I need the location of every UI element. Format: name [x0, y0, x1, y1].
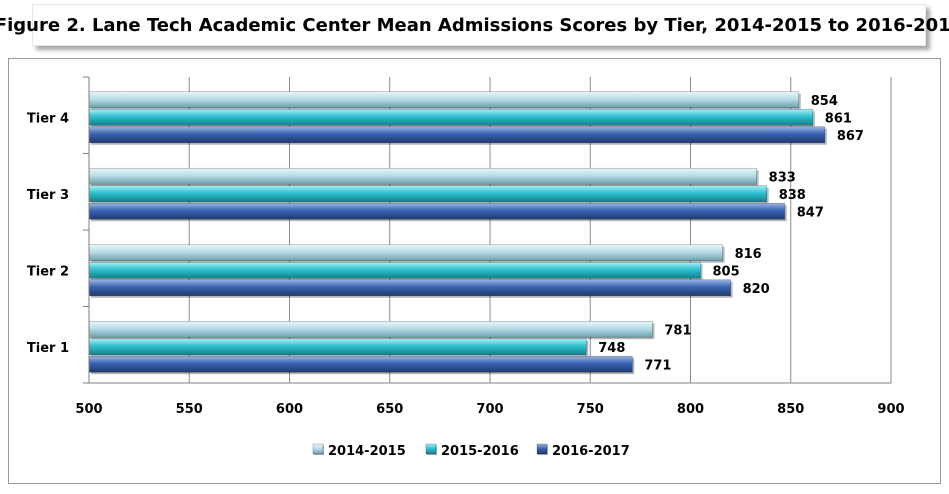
- bar: [88, 338, 587, 356]
- data-label: 861: [825, 111, 852, 126]
- data-label: 805: [713, 264, 740, 279]
- x-tick-label: 600: [276, 402, 303, 417]
- chart-title-box: Figure 2. Lane Tech Academic Center Mean…: [0, 4, 949, 46]
- data-label: 771: [644, 358, 671, 373]
- category-label: Tier 4: [27, 111, 69, 126]
- data-label: 847: [797, 205, 824, 220]
- category-label: Tier 1: [27, 341, 69, 356]
- x-tick-label: 800: [677, 402, 704, 417]
- data-label: 816: [735, 247, 762, 262]
- bar: [88, 244, 723, 262]
- data-label: 833: [769, 170, 796, 185]
- bar: [88, 261, 701, 279]
- bar: [88, 355, 633, 373]
- legend-swatch: [312, 443, 324, 455]
- data-label: 867: [837, 129, 864, 144]
- chart-title: Figure 2. Lane Tech Academic Center Mean…: [0, 14, 949, 36]
- bar: [88, 126, 826, 144]
- data-label: 820: [743, 282, 770, 297]
- legend-label: 2016-2017: [552, 444, 630, 459]
- legend-label: 2014-2015: [328, 444, 406, 459]
- data-label: 748: [598, 341, 625, 356]
- bar: [88, 185, 767, 203]
- bar: [88, 320, 653, 338]
- x-tick-label: 650: [376, 402, 403, 417]
- x-tick-label: 700: [476, 402, 503, 417]
- data-label: 838: [779, 188, 806, 203]
- legend-swatch: [536, 443, 548, 455]
- x-tick-label: 500: [75, 402, 102, 417]
- legend-label: 2015-2016: [441, 444, 519, 459]
- data-label: 781: [664, 323, 691, 338]
- bar: [88, 279, 731, 297]
- bar: [88, 202, 786, 220]
- x-tick-label: 850: [777, 402, 804, 417]
- category-label: Tier 3: [27, 188, 69, 203]
- data-label: 854: [811, 94, 838, 109]
- x-tick-label: 900: [877, 402, 904, 417]
- bar: [88, 91, 800, 109]
- bar: [88, 167, 757, 185]
- category-label: Tier 2: [27, 264, 69, 279]
- bar: [88, 108, 814, 126]
- x-tick-label: 750: [577, 402, 604, 417]
- x-tick-label: 550: [176, 402, 203, 417]
- legend-swatch: [425, 443, 437, 455]
